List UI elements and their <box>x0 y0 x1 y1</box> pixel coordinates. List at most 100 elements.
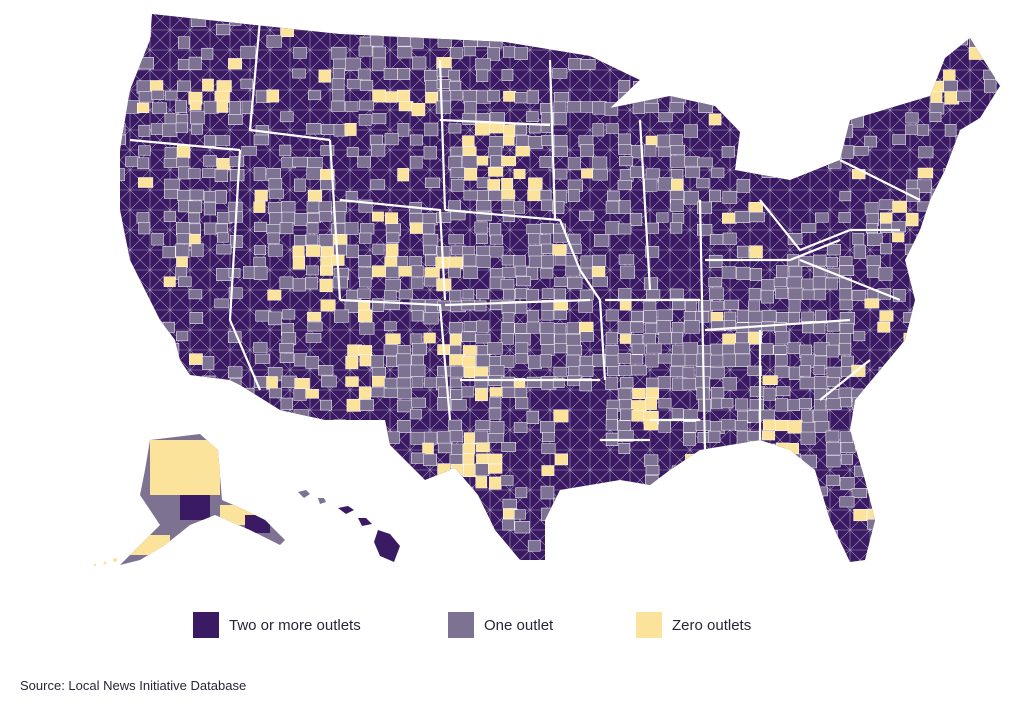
county-cell <box>489 476 502 490</box>
us-county-news-outlet-map <box>93 14 1000 576</box>
county-cell <box>644 102 659 113</box>
county-cell <box>397 420 411 433</box>
county-cell <box>539 155 552 168</box>
county-cell <box>190 243 204 257</box>
county-cell <box>162 123 178 137</box>
county-cell <box>293 498 309 510</box>
county-cell <box>331 223 347 235</box>
county-cell <box>761 279 775 292</box>
county-cell <box>138 145 151 156</box>
county-cell <box>279 342 294 354</box>
county-cell <box>451 463 464 476</box>
county-cell <box>773 277 787 288</box>
county-cell <box>176 157 189 168</box>
county-cell <box>370 355 385 369</box>
county-cell <box>788 463 801 476</box>
county-cell <box>216 80 232 93</box>
county-cell <box>748 300 760 312</box>
county-cell <box>787 342 802 355</box>
county-cell <box>137 102 150 114</box>
county-cell <box>981 343 995 355</box>
county-cell <box>371 211 384 222</box>
county-cell <box>619 299 632 311</box>
county-cell <box>981 243 997 254</box>
county-cell <box>177 80 191 92</box>
county-cell <box>500 333 514 345</box>
county-cell <box>541 344 555 356</box>
county-cell <box>176 233 192 245</box>
county-cell <box>554 189 568 204</box>
county-cell <box>241 408 254 420</box>
county-cell <box>943 168 959 180</box>
county-cell <box>968 366 985 379</box>
county-cell <box>137 157 150 170</box>
county-cell <box>592 276 608 287</box>
county-cell <box>268 188 284 199</box>
county-cell <box>125 310 140 324</box>
county-cell <box>422 223 436 234</box>
county-cell <box>357 155 371 168</box>
county-cell <box>996 210 1000 222</box>
county-cell <box>450 388 463 400</box>
county-cell <box>451 563 465 575</box>
county-cell <box>866 508 882 520</box>
county-cell <box>734 342 750 354</box>
county-cell <box>410 298 425 312</box>
county-cell <box>684 67 696 78</box>
county-cell <box>553 409 569 423</box>
county-cell <box>138 222 151 235</box>
county-cell <box>268 431 280 443</box>
county-cell <box>605 309 619 322</box>
county-cell <box>412 56 427 70</box>
county-cell <box>120 68 125 79</box>
county-cell <box>604 530 617 542</box>
county-cell <box>120 343 124 355</box>
county-cell <box>943 420 958 432</box>
county-cell <box>474 463 490 476</box>
county-cell <box>618 365 633 376</box>
county-cell <box>254 474 267 486</box>
county-cell <box>721 146 735 158</box>
county-cell <box>891 221 907 233</box>
county-cell <box>410 14 426 26</box>
county-cell <box>878 552 893 562</box>
county-cell <box>476 442 490 453</box>
county-cell <box>189 353 203 365</box>
county-cell <box>294 213 308 226</box>
county-cell <box>929 211 944 225</box>
county-cell <box>190 409 203 421</box>
county-cell <box>736 309 750 323</box>
county-cell <box>163 158 178 168</box>
county-cell <box>568 58 582 70</box>
county-cell <box>305 276 318 290</box>
county-cell <box>397 565 412 574</box>
county-cell <box>215 23 231 36</box>
county-cell <box>932 465 946 478</box>
county-cell <box>292 278 306 292</box>
county-cell <box>332 89 345 102</box>
county-cell <box>475 255 491 268</box>
county-cell <box>138 57 154 70</box>
county-cell <box>357 14 371 25</box>
legend: Two or more outlets One outlet Zero outl… <box>0 610 1024 640</box>
county-cell <box>684 124 698 138</box>
county-cell <box>594 521 608 534</box>
county-cell <box>539 234 552 246</box>
county-cell <box>175 100 188 114</box>
county-cell <box>526 267 539 280</box>
county-cell <box>475 245 491 257</box>
county-cell <box>229 235 243 248</box>
county-cell <box>450 377 463 388</box>
county-cell <box>411 397 426 408</box>
county-cell <box>553 497 568 510</box>
county-cell <box>280 111 294 123</box>
county-cell <box>280 23 294 37</box>
county-cell <box>643 300 657 311</box>
county-cell <box>983 563 997 576</box>
county-cell <box>501 442 516 452</box>
county-cell <box>437 463 451 476</box>
county-cell <box>724 299 740 310</box>
county-cell <box>513 168 526 179</box>
county-cell <box>463 432 477 444</box>
county-cell <box>474 122 490 136</box>
